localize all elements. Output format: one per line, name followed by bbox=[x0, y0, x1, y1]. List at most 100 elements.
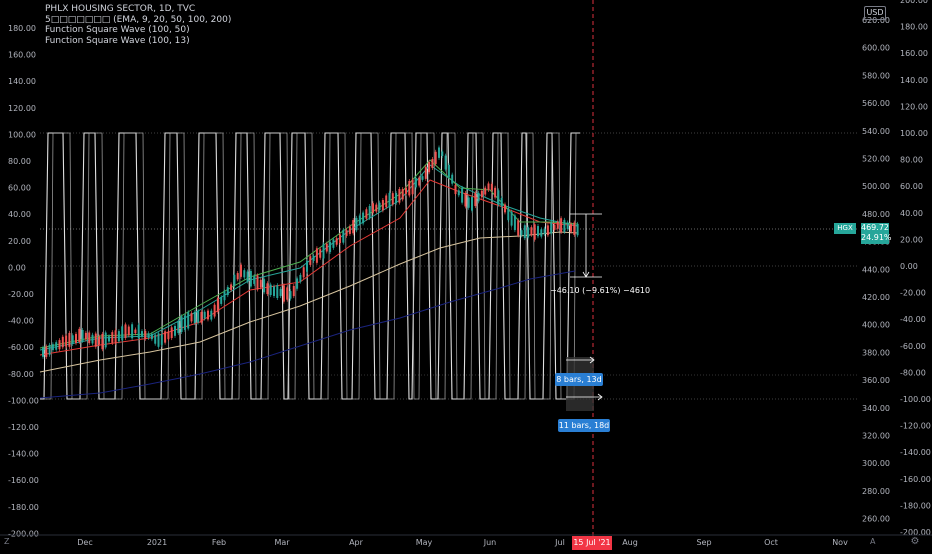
scroll-reset-button[interactable]: Z bbox=[4, 537, 10, 546]
time-axis-label: Nov bbox=[832, 538, 848, 547]
candle-body bbox=[292, 285, 295, 297]
osc-axis-label: 180.00 bbox=[900, 23, 928, 32]
osc-axis-label: -20.00 bbox=[900, 289, 926, 298]
candle-body bbox=[325, 243, 328, 252]
symbol-badge: HGX bbox=[834, 223, 856, 234]
candle-body bbox=[418, 177, 421, 186]
osc-axis-label: -160.00 bbox=[900, 475, 931, 484]
candle-body bbox=[286, 287, 289, 300]
candle-body bbox=[71, 335, 74, 345]
candle-body bbox=[302, 267, 305, 278]
osc-axis-label: 100.00 bbox=[900, 129, 928, 138]
candle-body bbox=[395, 192, 398, 204]
candle-body bbox=[497, 190, 500, 205]
price-axis-label: 260.00 bbox=[862, 515, 890, 524]
gear-icon[interactable]: ⚙ bbox=[910, 536, 920, 547]
candle-body bbox=[167, 331, 170, 340]
left-axis-label: 40.00 bbox=[8, 210, 31, 219]
candle-body bbox=[42, 347, 44, 357]
candle-body bbox=[174, 325, 176, 336]
price-axis-label: 620.00 bbox=[862, 16, 890, 25]
current-date-badge: 15 Jul '21 bbox=[572, 536, 612, 550]
candle-body bbox=[504, 204, 506, 213]
candle-body bbox=[296, 278, 299, 289]
measure-arrow bbox=[582, 271, 590, 278]
candle-body bbox=[121, 326, 124, 341]
time-axis-label: Jun bbox=[483, 538, 497, 547]
candle-body bbox=[183, 315, 186, 330]
osc-axis-label: -120.00 bbox=[900, 422, 931, 431]
candle-body bbox=[464, 193, 467, 207]
candle-body bbox=[279, 288, 282, 297]
candle-body bbox=[94, 333, 97, 347]
candle-body bbox=[540, 229, 543, 237]
candle-body bbox=[401, 189, 404, 200]
candle-body bbox=[523, 225, 526, 239]
candle-body bbox=[421, 176, 424, 180]
left-axis-label: -100.00 bbox=[8, 396, 39, 405]
candle-body bbox=[134, 329, 137, 334]
candle-body bbox=[335, 238, 338, 245]
candle-body bbox=[381, 200, 384, 211]
square-wave-1 bbox=[40, 132, 580, 400]
time-axis: Dec 2021 Feb Mar Apr May Jun Jul Aug Sep Oct Nov bbox=[0, 534, 932, 547]
candle-body bbox=[226, 287, 229, 296]
candle-body bbox=[484, 187, 487, 195]
price-axis-label: 600.00 bbox=[862, 44, 890, 53]
candle-body bbox=[546, 225, 549, 236]
candle-body bbox=[332, 239, 335, 248]
candle-body bbox=[216, 297, 219, 312]
left-axis-label: -60.00 bbox=[8, 343, 34, 352]
candle-body bbox=[362, 212, 365, 224]
ema-100-line bbox=[39, 231, 579, 373]
price-axis-label: 420.00 bbox=[862, 293, 890, 302]
candle-body bbox=[368, 205, 371, 219]
auto-scale-button[interactable]: A bbox=[870, 537, 876, 546]
candle-body bbox=[190, 313, 193, 322]
candle-body bbox=[203, 311, 206, 319]
candle-body bbox=[104, 332, 107, 348]
candle-body bbox=[510, 211, 513, 226]
candle-body bbox=[48, 344, 51, 355]
legend-wave-1[interactable]: Function Square Wave (100, 50) bbox=[45, 25, 190, 35]
candle-body bbox=[378, 202, 381, 211]
left-axis-label: -140.00 bbox=[8, 450, 39, 459]
candle-body bbox=[560, 218, 563, 232]
candle-body bbox=[513, 215, 516, 231]
currency-button[interactable]: USD bbox=[864, 6, 886, 20]
candle-body bbox=[477, 192, 480, 202]
candle-body bbox=[438, 147, 440, 158]
candle-body bbox=[266, 283, 269, 295]
candle-body bbox=[61, 336, 64, 348]
legend-wave-2[interactable]: Function Square Wave (100, 13) bbox=[45, 35, 190, 46]
candle-body bbox=[177, 320, 180, 334]
left-axis: 180.00 160.00 140.00 120.00 100.00 80.00 60.00… bbox=[8, 24, 39, 538]
osc-axis-label: -100.00 bbox=[900, 395, 931, 404]
candle-body bbox=[428, 161, 431, 173]
time-axis-label: Feb bbox=[212, 538, 226, 547]
candle-body bbox=[348, 226, 351, 234]
bars-range-label-1[interactable]: 8 bars, 13d bbox=[555, 373, 603, 386]
square-wave-2 bbox=[44, 132, 577, 400]
square-waves bbox=[40, 132, 580, 400]
candle-body bbox=[51, 344, 54, 351]
candle-body bbox=[339, 234, 341, 243]
candle-body bbox=[127, 326, 130, 336]
legend-ema[interactable]: 5□□□□□□□ (EMA, 9, 20, 50, 100, 200) bbox=[45, 14, 232, 25]
left-axis-label: 120.00 bbox=[8, 104, 36, 113]
candle-body bbox=[91, 334, 94, 344]
time-axis-label: Oct bbox=[764, 538, 778, 547]
candle-body bbox=[454, 185, 457, 195]
candle-body bbox=[530, 227, 533, 235]
left-axis-label: -180.00 bbox=[8, 503, 39, 512]
candle-body bbox=[180, 316, 183, 332]
candle-body bbox=[487, 183, 490, 191]
candle-body bbox=[322, 244, 325, 259]
candle-body bbox=[233, 274, 236, 286]
price-axis-label: 380.00 bbox=[862, 348, 890, 357]
candles bbox=[42, 145, 579, 359]
osc-axis-label: 200.00 bbox=[900, 0, 928, 5]
bars-range-label-2[interactable]: 11 bars, 18d bbox=[558, 419, 610, 432]
